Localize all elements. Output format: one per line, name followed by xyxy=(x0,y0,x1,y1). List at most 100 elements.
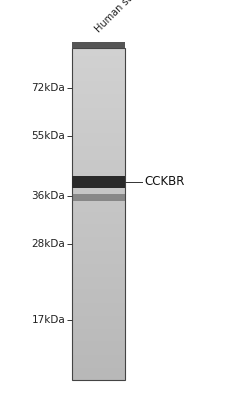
Bar xyxy=(72,364,125,366)
Bar xyxy=(72,188,125,190)
Bar xyxy=(72,215,125,216)
Bar xyxy=(72,306,125,307)
Bar xyxy=(72,156,125,158)
Bar xyxy=(72,157,125,159)
Bar xyxy=(72,168,125,170)
Bar xyxy=(72,316,125,318)
Bar xyxy=(72,299,125,300)
Bar xyxy=(72,105,125,107)
Bar xyxy=(72,106,125,108)
Bar xyxy=(72,282,125,284)
Bar xyxy=(72,272,125,274)
Bar xyxy=(72,314,125,316)
Text: CCKBR: CCKBR xyxy=(145,176,185,188)
Bar xyxy=(72,110,125,111)
Bar xyxy=(72,103,125,104)
Bar xyxy=(72,328,125,329)
Bar xyxy=(72,326,125,328)
Bar xyxy=(72,124,125,126)
Bar xyxy=(72,196,125,197)
Bar xyxy=(72,166,125,168)
Bar xyxy=(72,298,125,299)
Bar xyxy=(72,375,125,377)
Bar xyxy=(72,346,125,348)
Bar xyxy=(72,69,125,70)
Bar xyxy=(72,378,125,380)
Bar xyxy=(72,108,125,110)
Bar xyxy=(72,262,125,264)
Bar xyxy=(72,362,125,363)
Bar xyxy=(72,104,125,106)
Bar xyxy=(72,130,125,132)
Bar xyxy=(72,373,125,374)
Bar xyxy=(72,363,125,364)
Bar xyxy=(72,122,125,123)
Bar xyxy=(72,232,125,234)
Bar xyxy=(72,145,125,146)
Bar xyxy=(72,82,125,84)
Bar xyxy=(72,287,125,288)
Bar xyxy=(72,98,125,100)
Text: 28kDa: 28kDa xyxy=(31,239,65,249)
Bar xyxy=(72,154,125,155)
Bar xyxy=(72,150,125,151)
Bar xyxy=(72,95,125,97)
Bar xyxy=(72,180,125,182)
Bar xyxy=(72,268,125,269)
Bar xyxy=(72,96,125,98)
Bar xyxy=(72,273,125,275)
Bar xyxy=(72,231,125,233)
Bar xyxy=(72,48,125,49)
Bar xyxy=(72,194,125,201)
Bar xyxy=(72,52,125,54)
Bar xyxy=(72,186,125,188)
Bar xyxy=(72,51,125,52)
Bar xyxy=(72,116,125,118)
Bar xyxy=(72,150,125,152)
Bar xyxy=(72,107,125,109)
Bar xyxy=(72,55,125,57)
Bar xyxy=(72,74,125,76)
Text: 17kDa: 17kDa xyxy=(31,315,65,325)
Bar xyxy=(72,65,125,67)
Bar xyxy=(72,61,125,62)
Bar xyxy=(72,86,125,88)
Bar xyxy=(72,230,125,232)
Bar xyxy=(72,254,125,255)
Bar xyxy=(72,237,125,238)
Bar xyxy=(72,179,125,181)
Bar xyxy=(72,377,125,379)
Bar xyxy=(72,283,125,285)
Bar xyxy=(72,93,125,94)
Bar xyxy=(72,264,125,265)
Bar xyxy=(72,371,125,372)
Bar xyxy=(72,53,125,55)
Bar xyxy=(72,270,125,272)
Bar xyxy=(72,167,125,169)
Text: Human stomach cancer tissue: Human stomach cancer tissue xyxy=(93,0,205,34)
Bar xyxy=(72,248,125,250)
Bar xyxy=(72,370,125,371)
Bar xyxy=(72,83,125,84)
Bar xyxy=(72,94,125,96)
Bar xyxy=(72,126,125,128)
Bar xyxy=(72,125,125,126)
Bar xyxy=(72,349,125,350)
Bar xyxy=(72,97,125,99)
Bar xyxy=(72,121,125,122)
Bar xyxy=(72,81,125,82)
Bar xyxy=(72,73,125,74)
Bar xyxy=(72,158,125,160)
Bar xyxy=(72,54,125,56)
Bar xyxy=(72,260,125,262)
Bar xyxy=(72,338,125,339)
Bar xyxy=(72,115,125,117)
Bar xyxy=(72,266,125,267)
Bar xyxy=(72,114,125,116)
Bar xyxy=(72,304,125,306)
Bar xyxy=(72,200,125,202)
Bar xyxy=(72,236,125,237)
Bar xyxy=(72,340,125,341)
Bar xyxy=(72,365,125,367)
Bar xyxy=(72,329,125,330)
